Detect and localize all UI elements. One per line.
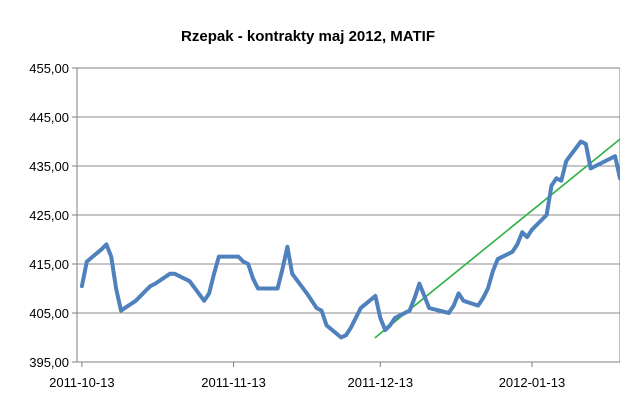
- chart-title: Rzepak - kontrakty maj 2012, MATIF: [181, 28, 435, 45]
- y-axis: 455,00 445,00 435,00 425,00 415,00 405,00 395,…: [29, 61, 77, 370]
- y-tick-label: 415,00: [29, 257, 69, 272]
- x-tick-label: 2011-10-13: [49, 375, 115, 390]
- x-axis: 2011-10-13 2011-11-13 2011-12-13 2012-01-13: [49, 362, 565, 390]
- y-tick-label: 405,00: [29, 306, 69, 321]
- y-tick-label: 455,00: [29, 61, 69, 76]
- x-tick-label: 2012-01-13: [499, 375, 566, 390]
- grid: [77, 67, 620, 363]
- y-tick-label: 425,00: [29, 208, 69, 223]
- series-layer: [79, 138, 620, 340]
- y-tick-label: 395,00: [29, 355, 69, 370]
- price-line: [79, 139, 620, 340]
- x-tick-label: 2011-11-13: [201, 375, 266, 390]
- x-tick-label: 2011-12-13: [348, 375, 414, 390]
- trend-line: [374, 138, 620, 339]
- y-tick-label: 435,00: [29, 159, 69, 174]
- y-tick-label: 445,00: [29, 110, 69, 125]
